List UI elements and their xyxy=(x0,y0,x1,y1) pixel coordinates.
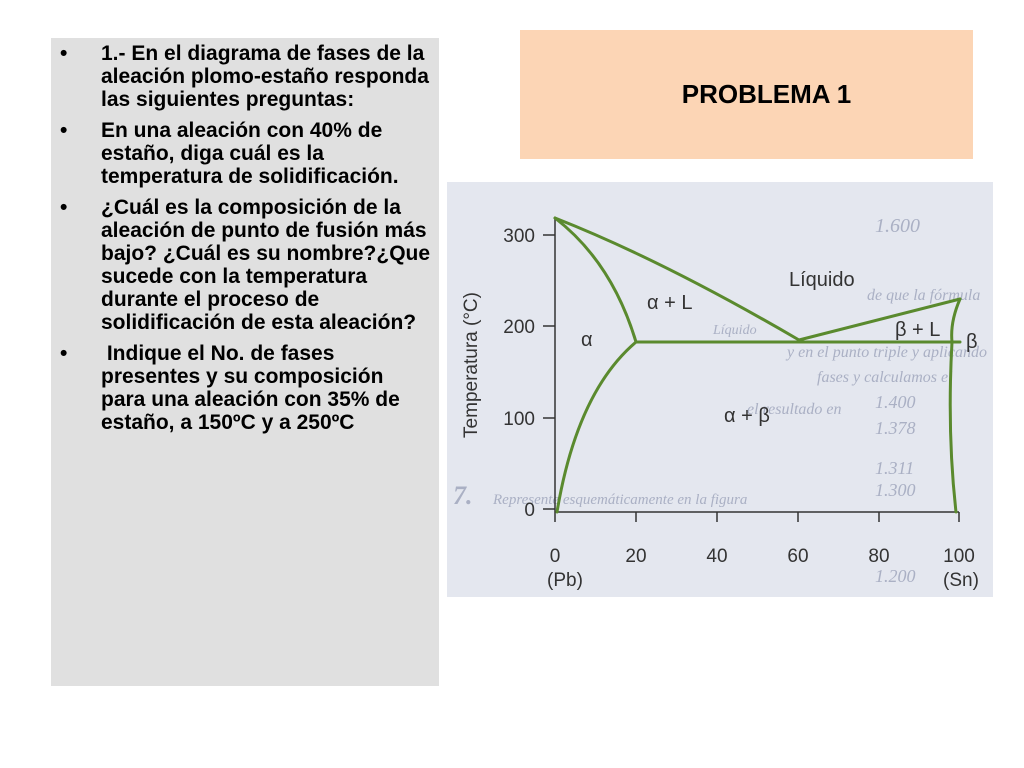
bleed-text: de que la fórmula xyxy=(867,287,980,304)
liquidus-left-line xyxy=(553,216,801,342)
text-panel: • 1.- En el diagrama de fases de la alea… xyxy=(51,38,439,686)
bleed-text: 1.300 xyxy=(875,480,916,500)
y-tick-label: 100 xyxy=(503,409,535,430)
solvus-alpha-line xyxy=(555,340,638,514)
bullet-icon: • xyxy=(60,42,68,65)
bullet-text: 1.- En el diagrama de fases de la aleaci… xyxy=(101,42,429,111)
bleed-through-text: 1.600 de que la fórmula Líquido y en el … xyxy=(453,215,987,586)
region-label-beta: β xyxy=(966,331,978,353)
bullet-text: ¿Cuál es la composición de la aleación d… xyxy=(101,196,431,334)
bullet-item: • Indique el No. de fases presentes y su… xyxy=(51,342,439,434)
bleed-text: 1.378 xyxy=(875,418,916,438)
bleed-text: el resultado en xyxy=(747,401,842,418)
title-box: PROBLEMA 1 xyxy=(520,30,973,159)
region-label-alpha-l: α + L xyxy=(647,292,692,314)
x-tick-label: 20 xyxy=(625,546,646,567)
bleed-text: 1.200 xyxy=(875,566,916,586)
diagram-background xyxy=(447,182,993,597)
bullet-item: • ¿Cuál es la composición de la aleación… xyxy=(51,196,439,334)
solidus-alpha-line xyxy=(553,216,638,344)
bullet-icon: • xyxy=(60,119,68,142)
y-tick-label: 0 xyxy=(524,500,535,521)
bullet-icon: • xyxy=(60,196,68,219)
bleed-text: 7. xyxy=(453,481,473,510)
bullet-item: • En una aleación con 40% de estaño, dig… xyxy=(51,119,439,188)
x-axis-ticks xyxy=(554,512,960,522)
y-axis-label: Temperatura (°C) xyxy=(461,292,482,438)
phase-diagram: 1.600 de que la fórmula Líquido y en el … xyxy=(447,182,993,597)
x-end-label-pb: (Pb) xyxy=(547,570,583,591)
bullet-text: Indique el No. de fases presentes y su c… xyxy=(101,342,406,434)
x-tick-label: 0 xyxy=(550,546,561,567)
bleed-text: y en el punto triple y aplicando xyxy=(785,344,987,361)
region-label-alpha-beta: α + β xyxy=(724,405,770,427)
bleed-text: 1.311 xyxy=(875,458,914,478)
y-tick-label: 300 xyxy=(503,226,535,247)
bleed-text: Represente esquemáticamente en la figura xyxy=(492,492,747,508)
y-tick-labels: 300 200 100 0 xyxy=(503,226,535,521)
region-label-liquid: Líquido xyxy=(789,269,855,291)
liquidus-right-line xyxy=(797,297,962,342)
region-label-alpha: α xyxy=(581,329,593,351)
x-tick-label: 60 xyxy=(787,546,808,567)
region-labels: Líquido α + L β + L α β α + β xyxy=(581,269,978,427)
region-label-beta-l: β + L xyxy=(895,319,940,341)
bleed-text: 1.600 xyxy=(875,215,920,237)
x-tick-label: 100 xyxy=(943,546,975,567)
page-title: PROBLEMA 1 xyxy=(681,79,852,109)
x-tick-label: 80 xyxy=(868,546,889,567)
bleed-text: Líquido xyxy=(712,323,757,338)
x-tick-label: 40 xyxy=(706,546,727,567)
bullet-icon: • xyxy=(60,342,68,365)
bleed-text: 1.400 xyxy=(875,392,916,412)
y-tick-label: 200 xyxy=(503,317,535,338)
bleed-text: fases y calculamos el xyxy=(817,369,953,386)
phase-boundaries xyxy=(553,216,962,514)
x-end-label-sn: (Sn) xyxy=(943,570,979,591)
x-tick-labels: 0 20 40 60 80 100 (Pb) (Sn) xyxy=(547,546,979,591)
bullet-list: • 1.- En el diagrama de fases de la alea… xyxy=(51,38,439,434)
bullet-item: • 1.- En el diagrama de fases de la alea… xyxy=(51,42,439,111)
phase-diagram-svg: 1.600 de que la fórmula Líquido y en el … xyxy=(447,182,993,597)
bullet-text: En una aleación con 40% de estaño, diga … xyxy=(101,119,399,188)
y-axis-ticks xyxy=(543,234,555,510)
solvus-beta-line xyxy=(948,297,962,514)
